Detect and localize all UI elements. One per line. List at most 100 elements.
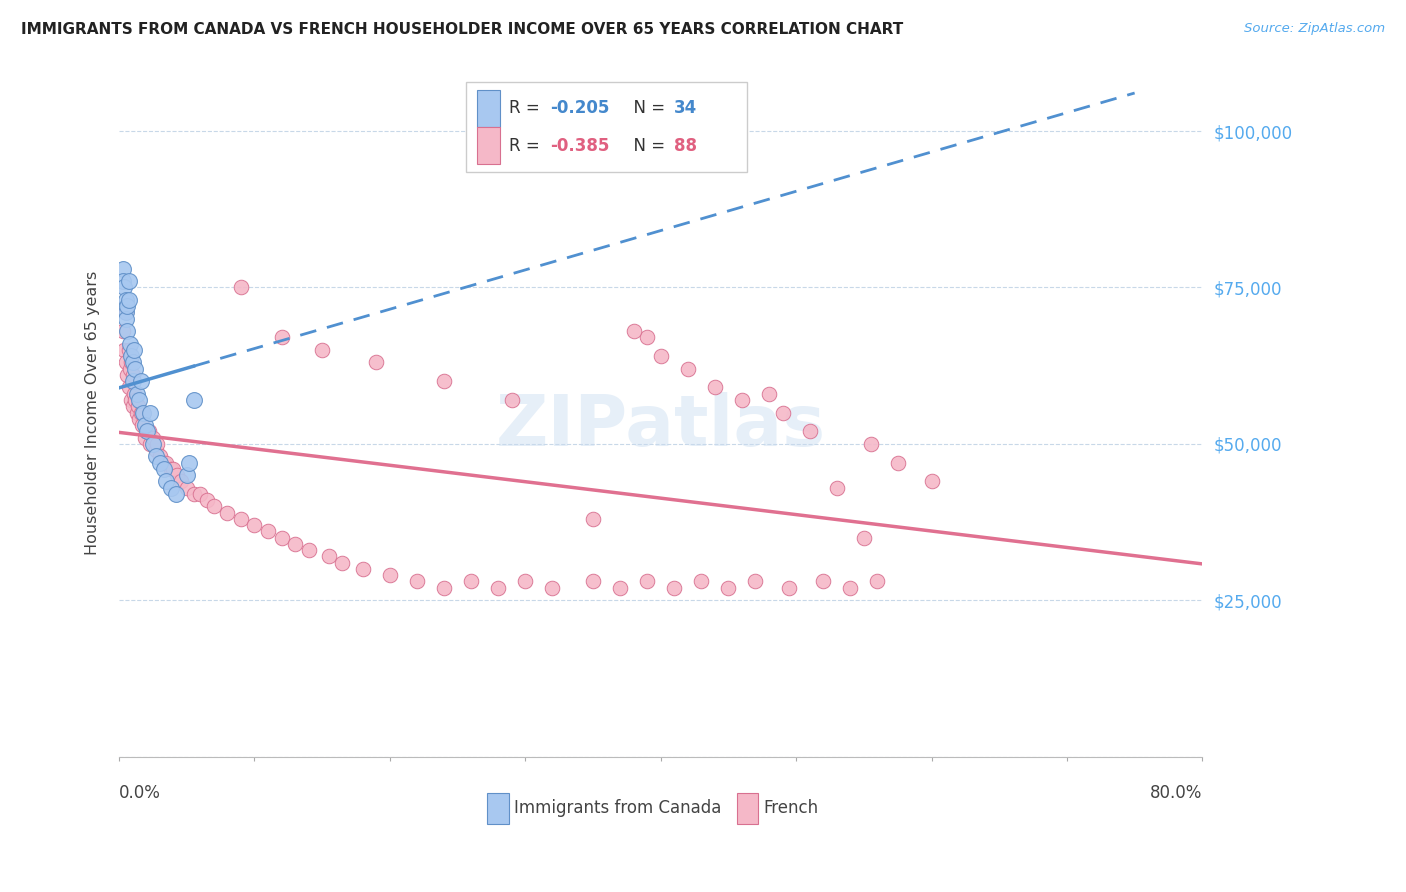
Point: [636, 574, 658, 589]
FancyBboxPatch shape: [477, 127, 501, 164]
Point: [623, 324, 645, 338]
Point: [406, 574, 429, 589]
Point: [690, 574, 713, 589]
Point: [114, 305, 136, 319]
Point: [159, 462, 181, 476]
Point: [243, 518, 266, 533]
Point: [731, 392, 754, 407]
Point: [129, 374, 152, 388]
FancyBboxPatch shape: [488, 793, 509, 823]
Point: [921, 475, 943, 489]
Point: [117, 380, 139, 394]
Point: [121, 399, 143, 413]
Point: [115, 299, 138, 313]
Point: [270, 531, 292, 545]
Text: -0.205: -0.205: [550, 99, 610, 118]
Point: [229, 280, 252, 294]
Point: [515, 574, 537, 589]
Point: [142, 437, 165, 451]
Point: [117, 293, 139, 307]
Point: [118, 361, 141, 376]
Point: [183, 392, 205, 407]
Text: 88: 88: [673, 136, 697, 154]
Text: Source: ZipAtlas.com: Source: ZipAtlas.com: [1244, 22, 1385, 36]
Point: [609, 581, 631, 595]
Point: [378, 568, 401, 582]
Point: [188, 487, 211, 501]
Point: [135, 424, 157, 438]
Point: [117, 274, 139, 288]
Point: [152, 462, 174, 476]
Text: N =: N =: [623, 136, 671, 154]
Point: [115, 368, 138, 382]
Point: [717, 581, 740, 595]
Point: [124, 361, 146, 376]
Point: [778, 581, 800, 595]
Point: [311, 343, 333, 357]
Point: [229, 512, 252, 526]
Point: [114, 343, 136, 357]
Point: [744, 574, 766, 589]
Point: [121, 368, 143, 382]
Point: [118, 336, 141, 351]
Point: [176, 468, 198, 483]
Point: [159, 481, 181, 495]
Point: [501, 392, 523, 407]
Point: [352, 562, 374, 576]
Text: R =: R =: [509, 99, 546, 118]
Point: [125, 405, 148, 419]
Point: [703, 380, 725, 394]
Text: R =: R =: [509, 136, 546, 154]
Point: [138, 424, 160, 438]
Text: French: French: [763, 799, 818, 817]
Point: [165, 487, 187, 501]
FancyBboxPatch shape: [737, 793, 758, 823]
Point: [257, 524, 280, 539]
Point: [139, 437, 162, 451]
Point: [120, 349, 142, 363]
FancyBboxPatch shape: [477, 89, 501, 128]
Point: [886, 456, 908, 470]
Point: [433, 374, 456, 388]
Point: [139, 405, 162, 419]
Text: ZIPatlas: ZIPatlas: [496, 392, 825, 461]
Point: [825, 481, 848, 495]
FancyBboxPatch shape: [465, 82, 748, 172]
Point: [772, 405, 794, 419]
Point: [120, 392, 142, 407]
Point: [117, 343, 139, 357]
Y-axis label: Householder Income Over 65 years: Householder Income Over 65 years: [86, 270, 100, 555]
Point: [176, 481, 198, 495]
Point: [676, 361, 699, 376]
Text: 34: 34: [673, 99, 697, 118]
Text: Immigrants from Canada: Immigrants from Canada: [515, 799, 721, 817]
Point: [134, 431, 156, 445]
Point: [664, 581, 686, 595]
Point: [179, 456, 201, 470]
Point: [636, 330, 658, 344]
Point: [162, 462, 184, 476]
Point: [114, 280, 136, 294]
Point: [121, 355, 143, 369]
Point: [136, 424, 159, 438]
Point: [145, 450, 167, 464]
Text: 80.0%: 80.0%: [1150, 784, 1202, 802]
Point: [332, 556, 354, 570]
Point: [758, 386, 780, 401]
Point: [131, 417, 153, 432]
Point: [541, 581, 564, 595]
Point: [149, 450, 172, 464]
Point: [638, 143, 661, 157]
Point: [433, 581, 456, 595]
Point: [839, 581, 862, 595]
Point: [142, 431, 165, 445]
Point: [270, 330, 292, 344]
Point: [149, 456, 172, 470]
Point: [114, 305, 136, 319]
Point: [582, 512, 605, 526]
Point: [170, 475, 193, 489]
Point: [128, 392, 150, 407]
Point: [366, 355, 388, 369]
Point: [202, 500, 225, 514]
Point: [799, 424, 821, 438]
